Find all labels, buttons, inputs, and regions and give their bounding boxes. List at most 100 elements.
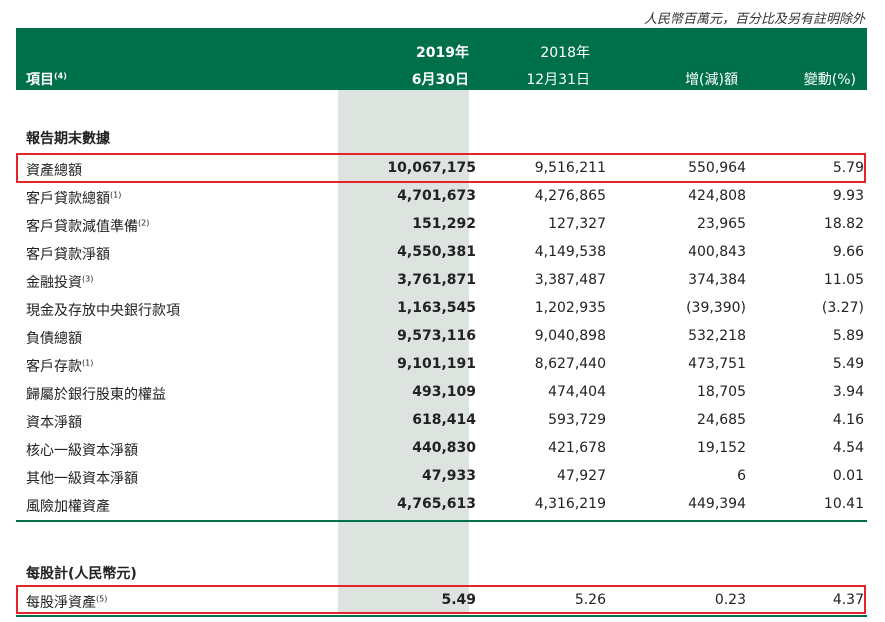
value-2019-06-30: 440,830 [412, 440, 476, 456]
value-change-percent: 9.66 [832, 244, 864, 260]
value-2019-06-30: 5.49 [441, 592, 476, 608]
table-row: 客戶貸款減值準備(2) 151,292 127,327 23,965 18.82 [16, 211, 867, 239]
value-2018-12-31: 421,678 [548, 440, 606, 456]
row-label: 風險加權資產 [26, 499, 110, 515]
table-row: 其他一級資本淨額 47,933 47,927 6 0.01 [16, 463, 867, 491]
table-row: 負債總額 9,573,116 9,040,898 532,218 5.89 [16, 323, 867, 351]
value-change-amount: 550,964 [688, 160, 746, 176]
header-col1-date: 6月30日 [411, 72, 469, 88]
value-change-percent: 5.89 [832, 328, 864, 344]
value-2018-12-31: 9,516,211 [534, 160, 606, 176]
value-2018-12-31: 593,729 [548, 412, 606, 428]
row-label: 核心一級資本淨額 [26, 443, 138, 459]
value-change-percent: 9.93 [832, 188, 864, 204]
value-2019-06-30: 4,550,381 [397, 244, 476, 260]
value-change-amount: 424,808 [688, 188, 746, 204]
table-row: 歸屬於銀行股東的權益 493,109 474,404 18,705 3.94 [16, 379, 867, 407]
value-change-percent: 4.54 [832, 440, 864, 456]
header-col1-year: 2019年 [416, 45, 469, 61]
value-2019-06-30: 151,292 [412, 216, 476, 232]
value-2018-12-31: 474,404 [548, 384, 606, 400]
value-change-percent: 11.05 [823, 272, 864, 288]
value-change-percent: 5.79 [832, 160, 864, 176]
value-change-amount: 449,394 [688, 496, 746, 512]
row-label: 資本淨額 [26, 415, 82, 431]
value-change-percent: 3.94 [832, 384, 864, 400]
table-row: 客戶貸款淨額 4,550,381 4,149,538 400,843 9.66 [16, 239, 867, 267]
value-change-percent: 10.41 [823, 496, 864, 512]
value-change-amount: 374,384 [688, 272, 746, 288]
table-row: 金融投資(3) 3,761,871 3,387,487 374,384 11.0… [16, 267, 867, 295]
table-row: 風險加權資產 4,765,613 4,316,219 449,394 10.41 [16, 491, 867, 519]
value-2019-06-30: 3,761,871 [397, 272, 476, 288]
value-2019-06-30: 618,414 [412, 412, 476, 428]
section-divider [16, 520, 867, 522]
value-change-percent: 18.82 [823, 216, 864, 232]
table-row: 客戶存款(1) 9,101,191 8,627,440 473,751 5.49 [16, 351, 867, 379]
value-2019-06-30: 10,067,175 [387, 160, 476, 176]
row-label: 客戶貸款淨額 [26, 247, 110, 263]
value-2019-06-30: 1,163,545 [397, 300, 476, 316]
row-label: 金融投資(3) [26, 274, 94, 291]
header-change-percent: 變動(%) [803, 72, 856, 88]
table-bottom-rule [16, 615, 867, 617]
value-change-amount: 24,685 [697, 412, 746, 428]
value-change-amount: (39,390) [686, 300, 746, 316]
value-2019-06-30: 493,109 [412, 384, 476, 400]
value-change-amount: 23,965 [697, 216, 746, 232]
header-item-sup: (4) [54, 71, 67, 81]
value-change-amount: 19,152 [697, 440, 746, 456]
header-item: 項目(4) [26, 69, 67, 89]
value-2019-06-30: 9,573,116 [397, 328, 476, 344]
value-2018-12-31: 47,927 [557, 468, 606, 484]
value-change-amount: 400,843 [688, 244, 746, 260]
value-change-amount: 6 [737, 468, 746, 484]
value-2018-12-31: 1,202,935 [534, 300, 606, 316]
row-label: 客戶貸款減值準備(2) [26, 218, 150, 235]
table-row: 資產總額 10,067,175 9,516,211 550,964 5.79 [16, 155, 867, 183]
value-2018-12-31: 5.26 [574, 592, 606, 608]
table-row: 現金及存放中央銀行款項 1,163,545 1,202,935 (39,390)… [16, 295, 867, 323]
value-2019-06-30: 9,101,191 [397, 356, 476, 372]
value-change-percent: (3.27) [821, 300, 864, 316]
row-label: 客戶存款(1) [26, 358, 94, 375]
table-row-per-share: 每股淨資產(5) 5.49 5.26 0.23 4.37 [16, 587, 867, 615]
header-col2-date: 12月31日 [526, 72, 590, 88]
value-change-amount: 0.23 [714, 592, 746, 608]
value-change-amount: 473,751 [688, 356, 746, 372]
value-2018-12-31: 3,387,487 [534, 272, 606, 288]
value-change-percent: 5.49 [832, 356, 864, 372]
table-header: 項目(4) 2019年 6月30日 2018年 12月31日 增(減)額 變動(… [16, 28, 867, 90]
row-label: 現金及存放中央銀行款項 [26, 303, 180, 319]
table-row: 核心一級資本淨額 440,830 421,678 19,152 4.54 [16, 435, 867, 463]
row-label: 負債總額 [26, 331, 82, 347]
header-change-amount: 增(減)額 [685, 72, 738, 88]
header-item-label: 項目 [26, 72, 54, 88]
value-2019-06-30: 47,933 [421, 468, 476, 484]
value-2018-12-31: 9,040,898 [534, 328, 606, 344]
value-2019-06-30: 4,765,613 [397, 496, 476, 512]
row-label: 歸屬於銀行股東的權益 [26, 387, 166, 403]
value-2018-12-31: 8,627,440 [534, 356, 606, 372]
value-2019-06-30: 4,701,673 [397, 188, 476, 204]
section-title-per-share: 每股計(人民幣元) [26, 566, 137, 582]
value-change-percent: 4.37 [832, 592, 864, 608]
value-2018-12-31: 4,149,538 [534, 244, 606, 260]
unit-note: 人民幣百萬元，百分比及另有註明除外 [643, 12, 865, 27]
table-row: 客戶貸款總額(1) 4,701,673 4,276,865 424,808 9.… [16, 183, 867, 211]
current-period-column-highlight [338, 28, 469, 614]
row-label: 客戶貸款總額(1) [26, 190, 122, 207]
value-change-percent: 0.01 [832, 468, 864, 484]
row-label: 每股淨資產(5) [26, 594, 108, 611]
table-row: 資本淨額 618,414 593,729 24,685 4.16 [16, 407, 867, 435]
value-2018-12-31: 4,276,865 [534, 188, 606, 204]
value-change-amount: 532,218 [688, 328, 746, 344]
value-change-amount: 18,705 [697, 384, 746, 400]
value-change-percent: 4.16 [832, 412, 864, 428]
section-title-period-end: 報告期末數據 [26, 131, 110, 147]
value-2018-12-31: 4,316,219 [534, 496, 606, 512]
header-col2-year: 2018年 [540, 45, 590, 61]
value-2018-12-31: 127,327 [548, 216, 606, 232]
row-label: 其他一級資本淨額 [26, 471, 138, 487]
row-label: 資產總額 [26, 163, 82, 179]
